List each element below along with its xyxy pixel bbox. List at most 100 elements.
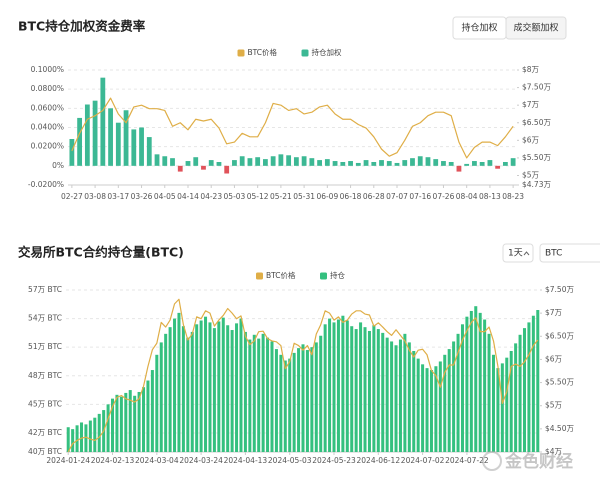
y-tick-label: 0.0200% bbox=[31, 142, 64, 151]
x-tick-label: 06-09 bbox=[316, 192, 338, 201]
tab[interactable] bbox=[505, 16, 567, 40]
bar bbox=[417, 156, 423, 166]
bar bbox=[317, 160, 322, 166]
bar bbox=[425, 368, 429, 452]
x-tick-label: 04-05 bbox=[154, 192, 176, 201]
y2-tick-label: $4万 bbox=[545, 447, 563, 456]
bar bbox=[332, 161, 338, 166]
dropdown-label[interactable]: 1天 bbox=[508, 249, 523, 259]
bar bbox=[77, 117, 83, 166]
bar bbox=[429, 370, 433, 452]
y2-tick-label: $6万 bbox=[522, 135, 540, 144]
bar bbox=[301, 344, 305, 452]
bar bbox=[177, 312, 181, 452]
bar bbox=[159, 342, 163, 452]
bar bbox=[376, 329, 380, 452]
bar bbox=[398, 339, 402, 452]
legend-label: BTC价格 bbox=[266, 270, 296, 280]
bar bbox=[106, 404, 110, 452]
bar bbox=[491, 354, 495, 452]
bar bbox=[279, 354, 283, 452]
bar bbox=[474, 306, 478, 452]
y2-tick-label: $6万 bbox=[545, 354, 563, 363]
y2-tick-label: $5.50万 bbox=[522, 153, 551, 162]
bar bbox=[119, 396, 123, 452]
bar bbox=[367, 330, 371, 452]
bar bbox=[133, 395, 137, 452]
bar bbox=[456, 333, 460, 452]
bar bbox=[69, 139, 75, 166]
bar bbox=[204, 316, 208, 452]
bar bbox=[348, 161, 353, 166]
bar bbox=[354, 329, 358, 452]
bar bbox=[162, 156, 168, 166]
x-tick-label: 03-26 bbox=[131, 192, 153, 201]
bar bbox=[137, 391, 141, 452]
bar bbox=[88, 420, 92, 452]
x-tick-label: 03-08 bbox=[84, 192, 106, 201]
dropdown[interactable] bbox=[502, 243, 534, 263]
legend-swatch bbox=[256, 272, 263, 280]
dropdown-label[interactable]: BTC bbox=[545, 249, 562, 259]
bar bbox=[487, 160, 493, 166]
bar bbox=[336, 319, 340, 452]
bar bbox=[247, 158, 253, 166]
x-tick-label: 05-03 bbox=[224, 192, 246, 201]
watermark-logo bbox=[482, 451, 502, 471]
y-tick-label: 40万 BTC bbox=[28, 447, 62, 456]
legend-label: 持仓 bbox=[330, 270, 345, 280]
x-tick-label: 04-14 bbox=[177, 192, 199, 201]
y2-tick-label: $6.50万 bbox=[545, 331, 574, 340]
bar bbox=[115, 394, 119, 452]
x-tick-label: 07-07 bbox=[386, 192, 408, 201]
bar bbox=[363, 160, 369, 166]
bar bbox=[248, 339, 252, 452]
y-tick-label: 0.0400% bbox=[31, 123, 64, 132]
bar bbox=[355, 162, 361, 166]
bar bbox=[195, 324, 199, 452]
x-tick-label: 06-28 bbox=[363, 192, 385, 201]
bar bbox=[208, 322, 212, 452]
x-tick-label: 2024-04-13 bbox=[224, 456, 268, 465]
bar bbox=[100, 77, 106, 166]
bar bbox=[190, 331, 194, 452]
dropdown[interactable] bbox=[539, 243, 600, 263]
bar bbox=[139, 127, 144, 166]
bar bbox=[483, 319, 487, 452]
bar bbox=[185, 161, 191, 166]
bar bbox=[131, 129, 137, 166]
bar bbox=[92, 100, 98, 166]
bar bbox=[75, 425, 79, 452]
x-tick-label: 02-27 bbox=[61, 192, 83, 201]
x-tick-label: 04-23 bbox=[200, 192, 222, 201]
bar bbox=[447, 349, 451, 452]
bar bbox=[181, 326, 185, 452]
x-tick-label: 2024-07-22 bbox=[445, 456, 489, 465]
bar bbox=[173, 318, 177, 452]
bar bbox=[443, 354, 447, 452]
tab-label[interactable]: 成交额加权 bbox=[513, 22, 558, 34]
bar bbox=[341, 315, 345, 452]
y2-tick-label: $5万 bbox=[545, 401, 563, 410]
bar bbox=[199, 320, 203, 452]
bar bbox=[255, 157, 261, 166]
bar bbox=[433, 159, 439, 166]
x-tick-label: 2024-02-13 bbox=[91, 456, 135, 465]
x-tick-label: 05-21 bbox=[270, 192, 292, 201]
bar bbox=[328, 318, 332, 452]
y-tick-label: 0.0800% bbox=[31, 84, 64, 93]
bar bbox=[359, 322, 363, 452]
chart-title: 交易所BTC合约持仓量(BTC) bbox=[18, 245, 184, 260]
tab-label[interactable]: 持仓加权 bbox=[461, 22, 497, 34]
bar bbox=[79, 422, 84, 452]
bar bbox=[164, 333, 168, 452]
bar bbox=[487, 333, 491, 452]
bar bbox=[412, 350, 416, 452]
y-tick-label: 48万 BTC bbox=[28, 371, 62, 380]
bar bbox=[232, 160, 237, 166]
bar bbox=[505, 357, 509, 452]
x-tick-label: 07-26 bbox=[433, 192, 455, 201]
bar bbox=[309, 158, 315, 166]
chart-title: BTC持仓加权资金费率 bbox=[18, 19, 146, 34]
y2-tick-label: $5.50万 bbox=[545, 378, 574, 387]
